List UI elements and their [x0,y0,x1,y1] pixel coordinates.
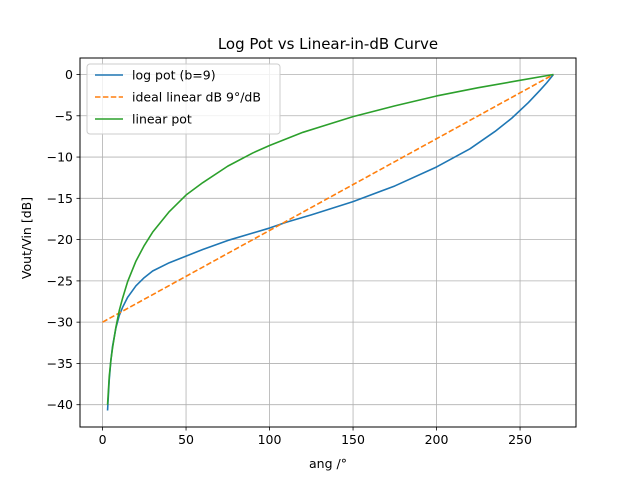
x-tick-label: 50 [178,432,194,447]
y-tick-label: −30 [47,315,73,330]
y-tick-label: −35 [47,356,73,371]
y-axis-label: Vout/Vin [dB] [19,197,34,279]
axis-ticks: 0 50 100 150 200 250 0 −5 −10 −15 −20 −25 −30 −35 −40 [47,67,532,447]
y-tick-label: −15 [47,191,73,206]
chart-title: Log Pot vs Linear-in-dB Curve [218,35,438,53]
y-tick-label: −40 [47,397,73,412]
series-line-2 [102,73,554,323]
y-tick-label: 0 [65,67,73,82]
legend-label-2: ideal linear dB 9°/dB [132,90,261,105]
y-tick-label: −20 [47,232,73,247]
x-tick-label: 0 [99,432,107,447]
x-tick-label: 200 [425,432,449,447]
y-tick-label: −25 [47,273,73,288]
y-tick-label: −5 [55,108,73,123]
series-line-3 [106,73,554,405]
plot-lines [102,73,555,411]
plot-frame [79,57,577,428]
legend-box [86,63,281,135]
x-axis-label: ang /° [309,456,347,471]
x-tick-label: 150 [341,432,365,447]
series-line-1 [106,74,555,411]
y-tick-label: −10 [47,150,73,165]
legend-label-3: linear pot [132,112,192,127]
legend: log pot (b=9) ideal linear dB 9°/dB linear… [86,63,281,135]
x-tick-label: 250 [508,432,532,447]
legend-label-1: log pot (b=9) [132,68,216,83]
x-tick-label: 100 [258,432,282,447]
